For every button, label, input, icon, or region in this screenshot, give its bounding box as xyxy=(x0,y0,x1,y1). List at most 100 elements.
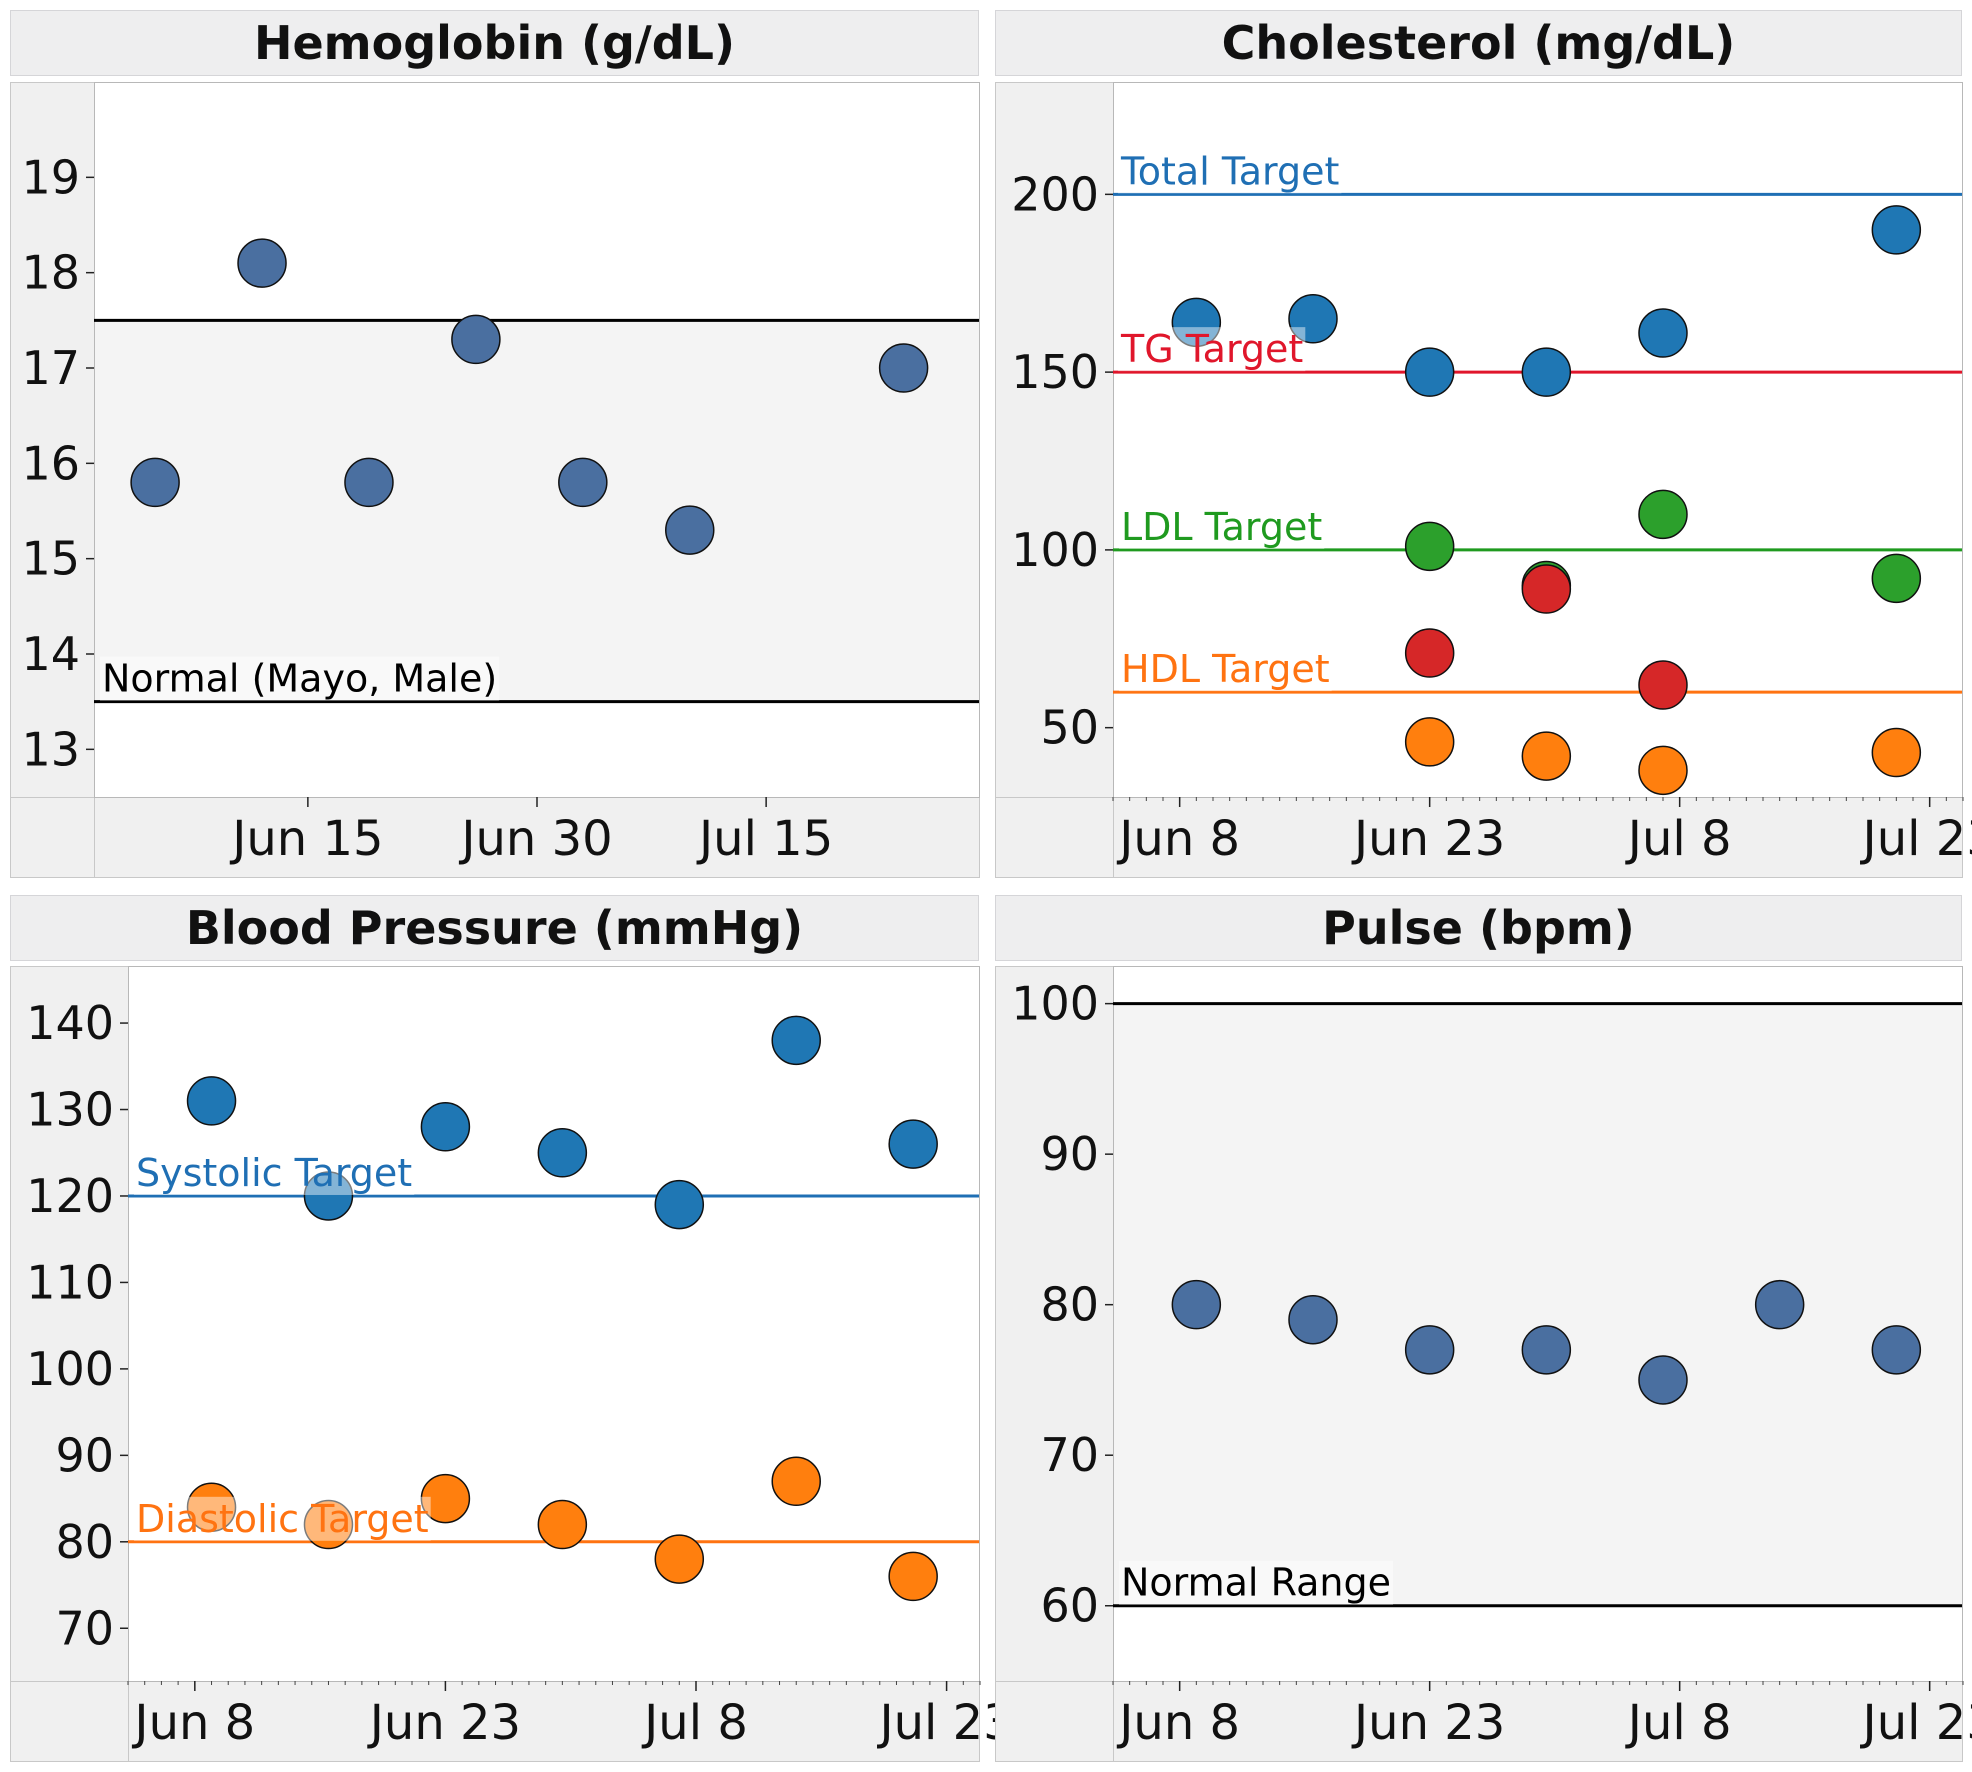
y-tick-label: 60 xyxy=(1040,1579,1099,1633)
x-axis-strip xyxy=(128,1681,980,1762)
blood-pressure-title: Blood Pressure (mmHg) xyxy=(185,901,804,955)
reference-line-label: TG Target xyxy=(1120,327,1303,371)
data-point xyxy=(1638,489,1688,540)
axis-corner xyxy=(995,797,1114,878)
y-tick-label: 70 xyxy=(55,1601,114,1655)
plot-area xyxy=(1113,82,1963,798)
normal-range-band xyxy=(1114,1003,1962,1606)
data-point xyxy=(303,1171,354,1221)
y-tick-label: 140 xyxy=(26,996,114,1050)
reference-line-label: HDL Target xyxy=(1121,647,1330,691)
normal-range-band xyxy=(95,320,979,702)
reference-label-backdrop xyxy=(1119,1560,1394,1605)
axis-corner xyxy=(10,797,95,878)
reference-line-label: Systolic Target xyxy=(136,1151,412,1195)
data-point xyxy=(303,1499,354,1550)
cholesterol-title-bar: Cholesterol (mg/dL) xyxy=(995,10,1962,76)
y-tick-label: 100 xyxy=(1011,523,1099,577)
x-tick-label: Jul 8 xyxy=(1625,811,1732,867)
x-axis-strip xyxy=(1113,1681,1963,1762)
data-point xyxy=(1871,1325,1922,1375)
data-point xyxy=(654,1534,705,1584)
y-axis-strip xyxy=(10,82,95,798)
cholesterol-title: Cholesterol (mg/dL) xyxy=(1221,16,1736,70)
y-tick-label: 70 xyxy=(1040,1428,1099,1482)
data-point xyxy=(1404,347,1455,397)
y-tick-label: 14 xyxy=(21,627,80,681)
y-tick-label: 200 xyxy=(1011,167,1099,221)
plot-area xyxy=(128,966,980,1682)
y-tick-label: 15 xyxy=(21,532,80,586)
y-tick-label: 100 xyxy=(26,1342,114,1396)
y-tick-label: 90 xyxy=(55,1428,114,1482)
reference-line-label: Diastolic Target xyxy=(136,1497,429,1541)
y-tick-label: 19 xyxy=(21,150,80,204)
reference-label-backdrop xyxy=(1119,504,1325,549)
x-tick-label: Jun 23 xyxy=(1351,811,1505,867)
y-tick-label: 130 xyxy=(26,1083,114,1137)
data-point xyxy=(654,1179,705,1230)
reference-label-backdrop xyxy=(1119,647,1332,692)
y-tick-label: 50 xyxy=(1040,701,1099,755)
data-point xyxy=(1404,717,1455,767)
y-tick-label: 80 xyxy=(1040,1278,1099,1332)
data-point xyxy=(1638,745,1688,796)
data-point xyxy=(537,1499,588,1550)
y-tick-label: 80 xyxy=(55,1515,114,1569)
hemoglobin-title-bar: Hemoglobin (g/dL) xyxy=(10,10,979,76)
reference-label-backdrop xyxy=(1118,149,1342,194)
y-tick-label: 110 xyxy=(26,1255,114,1309)
data-point xyxy=(130,457,180,508)
reference-line-label: Normal Range xyxy=(1121,1561,1391,1605)
data-point xyxy=(1638,308,1688,358)
data-point xyxy=(1288,1294,1338,1345)
hemoglobin-title: Hemoglobin (g/dL) xyxy=(253,16,735,70)
x-tick-label: Jul 23 xyxy=(1860,811,1972,867)
data-point xyxy=(771,1015,821,1066)
x-tick-label: Jun 23 xyxy=(367,1695,521,1751)
pulse-chart: 60 70 80 90 100 Jun 8 Jun 23 Jul 8 Jul 23 Normal … xyxy=(995,966,1972,1762)
axis-corner xyxy=(10,1681,129,1762)
data-point xyxy=(237,238,287,288)
reference-label-backdrop xyxy=(134,1150,415,1195)
y-axis-strip xyxy=(10,966,129,1682)
data-point xyxy=(1521,564,1572,614)
data-point xyxy=(451,314,501,365)
x-tick-label: Jul 8 xyxy=(1625,1695,1732,1751)
y-axis-strip xyxy=(995,82,1114,798)
y-tick-label: 13 xyxy=(21,722,80,776)
data-point xyxy=(878,343,929,393)
x-tick-label: Jul 8 xyxy=(641,1695,748,1751)
data-point xyxy=(888,1119,938,1169)
y-tick-label: 150 xyxy=(1011,345,1099,399)
x-tick-label: Jun 15 xyxy=(229,811,383,867)
reference-line-label: Total Target xyxy=(1120,149,1339,193)
data-point xyxy=(888,1551,938,1602)
data-point xyxy=(1288,294,1338,344)
pulse-title: Pulse (bpm) xyxy=(1322,901,1635,955)
data-point xyxy=(1404,521,1455,572)
data-point xyxy=(1871,205,1922,255)
y-tick-label: 18 xyxy=(21,246,80,300)
reference-label-backdrop xyxy=(1118,327,1306,372)
data-point xyxy=(1638,660,1688,710)
data-point xyxy=(537,1127,588,1178)
data-point xyxy=(186,1076,237,1126)
data-point xyxy=(1171,297,1222,348)
x-tick-label: Jul 23 xyxy=(1860,1695,1972,1751)
x-tick-label: Jul 23 xyxy=(876,1695,1013,1751)
data-point xyxy=(665,505,715,555)
y-tick-label: 100 xyxy=(1011,977,1099,1031)
data-point xyxy=(420,1473,471,1524)
x-tick-label: Jun 30 xyxy=(458,811,612,867)
blood-pressure-chart: 70 80 90 100 110 120 130 140 Jun 8 Jun 23 Jul 8 Jul… xyxy=(10,966,1014,1762)
data-point xyxy=(1521,347,1572,397)
pulse-title-bar: Pulse (bpm) xyxy=(995,895,1962,961)
data-point xyxy=(1521,1325,1572,1375)
reference-line-label: LDL Target xyxy=(1121,505,1322,549)
data-point xyxy=(1404,1325,1455,1375)
cholesterol-chart: 50 100 150 200 Jun 8 Jun 23 Jul 8 Jul 23 Total T… xyxy=(995,82,1972,878)
data-point xyxy=(186,1482,237,1532)
x-tick-label: Jun 8 xyxy=(1116,811,1240,867)
reference-label-backdrop xyxy=(134,1496,431,1541)
